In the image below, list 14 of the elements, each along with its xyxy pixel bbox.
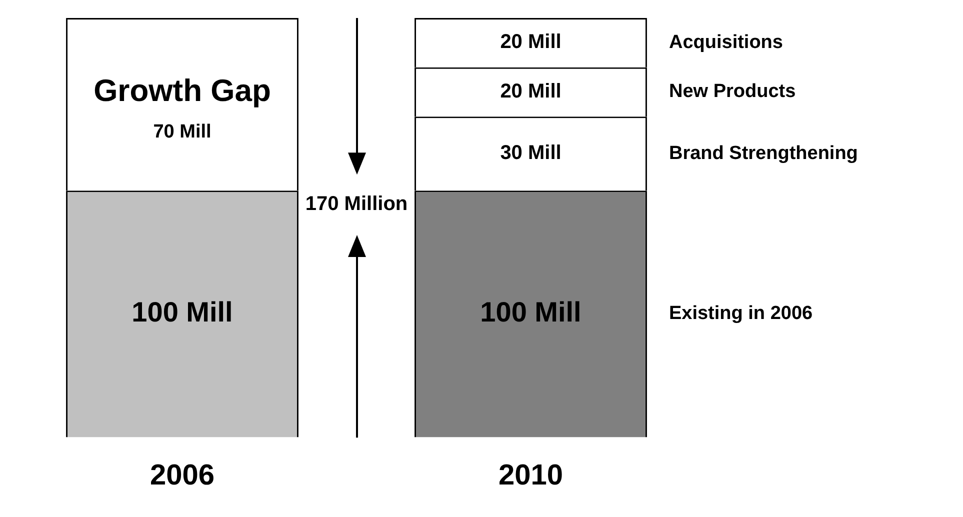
data-label: 70 Mill xyxy=(153,122,212,143)
series-label: Existing in 2006 xyxy=(668,303,813,324)
series-label: Brand Strengthening xyxy=(668,142,858,164)
x-tick-label: 2010 xyxy=(498,460,564,492)
series-label: Growth Gap xyxy=(94,72,271,108)
x-tick-label: 2006 xyxy=(150,460,215,492)
data-label: 20 Mill xyxy=(500,31,562,54)
series-label: New Products xyxy=(668,81,796,102)
data-label: 20 Mill xyxy=(500,80,562,102)
data-label: 30 Mill xyxy=(500,142,562,164)
annotation: 170 Million xyxy=(305,193,408,216)
data-label: 100 Mill xyxy=(480,296,582,328)
data-label: 100 Mill xyxy=(132,296,233,328)
series-label: Acquisitions xyxy=(668,32,783,53)
